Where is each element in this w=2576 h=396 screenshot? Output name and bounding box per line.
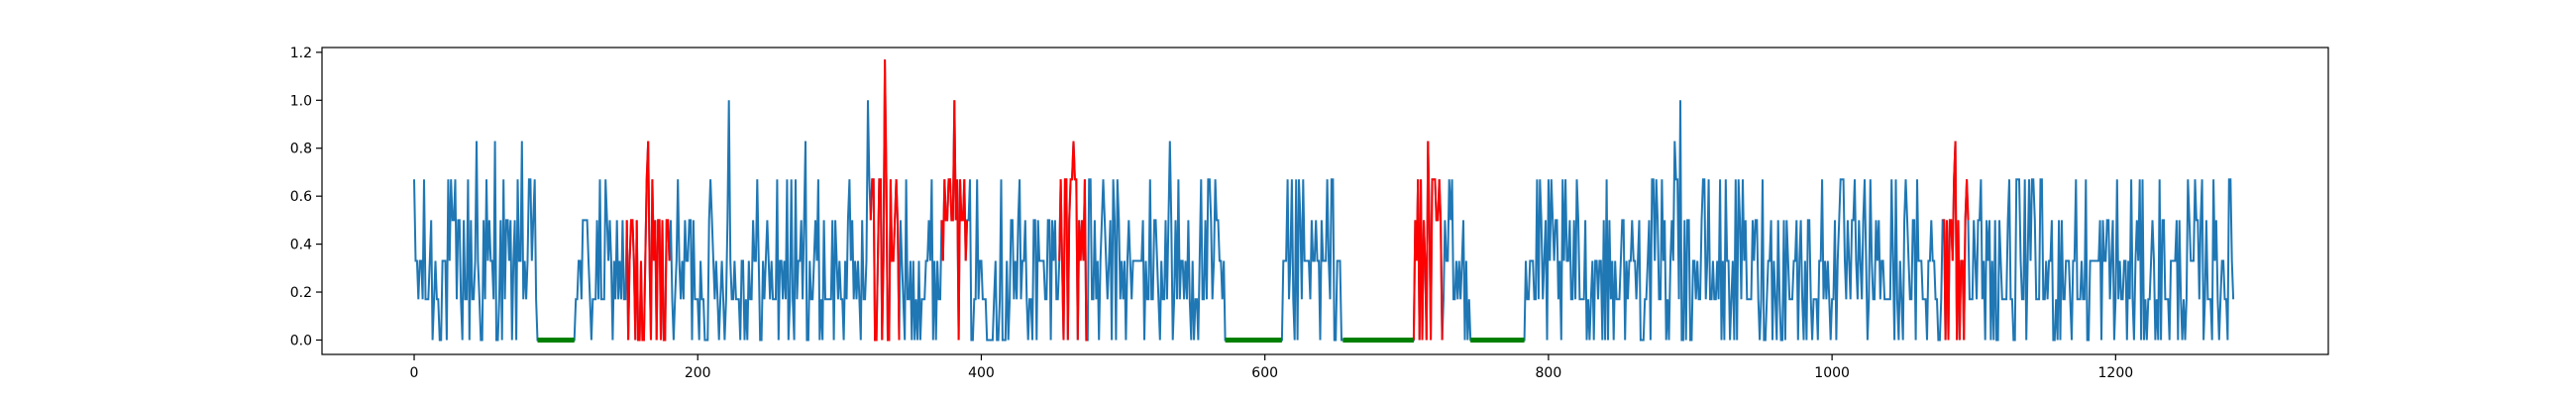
x-tick-label: 600 [1251, 365, 1278, 381]
y-tick-label: 0.6 [290, 189, 312, 205]
x-tick-label: 0 [410, 365, 419, 381]
plot-frame [321, 47, 2329, 355]
base-series-path [413, 59, 2235, 342]
highlight-segment-2 [940, 100, 969, 341]
series-base-line [413, 59, 2235, 342]
y-tick-label: 0.8 [290, 142, 312, 157]
y-tick-label: 0.2 [290, 285, 312, 301]
y-axis: 0.0 0.2 0.4 0.6 0.8 1.0 1.2 [290, 46, 322, 348]
y-tick-label: 0.4 [290, 238, 312, 253]
x-tick-label: 400 [968, 365, 995, 381]
x-tick-label: 1000 [1814, 365, 1850, 381]
x-axis: 0 200 400 600 800 1000 1200 [410, 354, 2134, 381]
y-tick-label: 1.0 [290, 93, 312, 109]
highlight-segment-5 [1942, 141, 1970, 341]
x-tick-label: 800 [1536, 365, 1562, 381]
highlight-segment-0 [625, 141, 671, 342]
x-tick-label: 1200 [2098, 365, 2134, 381]
y-tick-label: 1.2 [290, 46, 312, 61]
y-tick-label: 0.0 [290, 333, 312, 348]
x-tick-label: 200 [685, 365, 711, 381]
highlight-segment-4 [1412, 141, 1444, 341]
series-highlight-lines [625, 59, 1970, 342]
highlight-segment-3 [1058, 141, 1088, 342]
highlight-segment-1 [869, 59, 901, 342]
